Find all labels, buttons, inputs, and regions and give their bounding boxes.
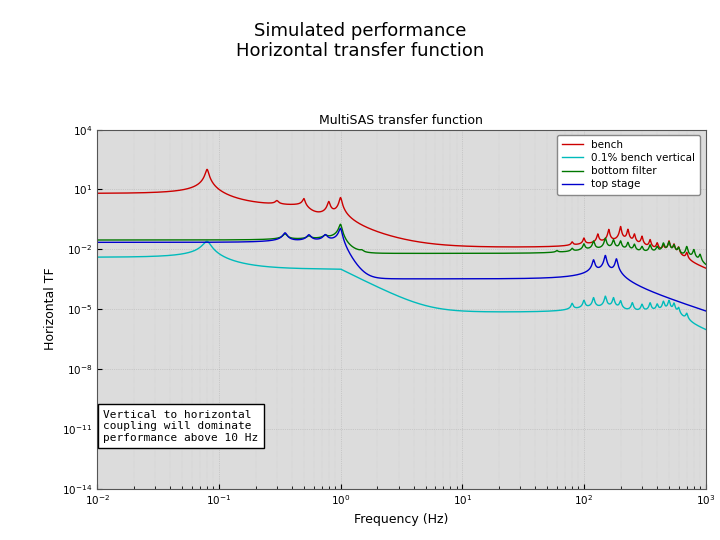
top stage — [480, 275, 488, 282]
Text: Vertical to horizontal
coupling will dominate
performance above 10 Hz: Vertical to horizontal coupling will dom… — [103, 410, 258, 443]
0.1% bench vertical — [701, 326, 710, 333]
bottom filter — [453, 250, 462, 256]
bench — [123, 190, 132, 196]
Title: MultiSAS transfer function: MultiSAS transfer function — [320, 114, 483, 127]
top stage — [453, 275, 462, 282]
Y-axis label: Horizontal TF: Horizontal TF — [44, 268, 57, 350]
top stage — [577, 271, 585, 277]
bottom filter — [480, 250, 488, 256]
0.1% bench vertical — [313, 266, 322, 272]
0.1% bench vertical — [544, 308, 553, 314]
0.1% bench vertical — [577, 303, 585, 309]
bench — [313, 208, 322, 215]
top stage — [313, 236, 322, 242]
Line: bench: bench — [97, 170, 706, 268]
0.1% bench vertical — [453, 307, 462, 314]
Legend: bench, 0.1% bench vertical, bottom filter, top stage: bench, 0.1% bench vertical, bottom filte… — [557, 135, 701, 194]
0.1% bench vertical — [480, 308, 488, 315]
bench — [544, 243, 553, 249]
bench — [577, 240, 585, 246]
bottom filter — [544, 249, 553, 256]
bottom filter — [701, 261, 710, 267]
0.1% bench vertical — [123, 254, 132, 260]
bench — [480, 244, 488, 250]
top stage — [544, 274, 553, 281]
bench — [453, 242, 462, 249]
bottom filter — [93, 237, 102, 243]
0.1% bench vertical — [202, 238, 211, 245]
top stage — [336, 225, 345, 232]
Line: 0.1% bench vertical: 0.1% bench vertical — [97, 241, 706, 329]
0.1% bench vertical — [93, 254, 102, 260]
bottom filter — [123, 237, 132, 243]
bench — [93, 190, 102, 197]
Line: top stage: top stage — [97, 228, 706, 311]
top stage — [93, 239, 102, 246]
Line: bottom filter: bottom filter — [97, 224, 706, 264]
top stage — [701, 308, 710, 314]
Text: Simulated performance
Horizontal transfer function: Simulated performance Horizontal transfe… — [236, 22, 484, 60]
bottom filter — [313, 234, 322, 241]
bottom filter — [336, 221, 345, 227]
top stage — [123, 239, 132, 246]
bottom filter — [577, 246, 585, 252]
bench — [203, 166, 212, 173]
X-axis label: Frequency (Hz): Frequency (Hz) — [354, 513, 449, 526]
bench — [701, 265, 710, 271]
